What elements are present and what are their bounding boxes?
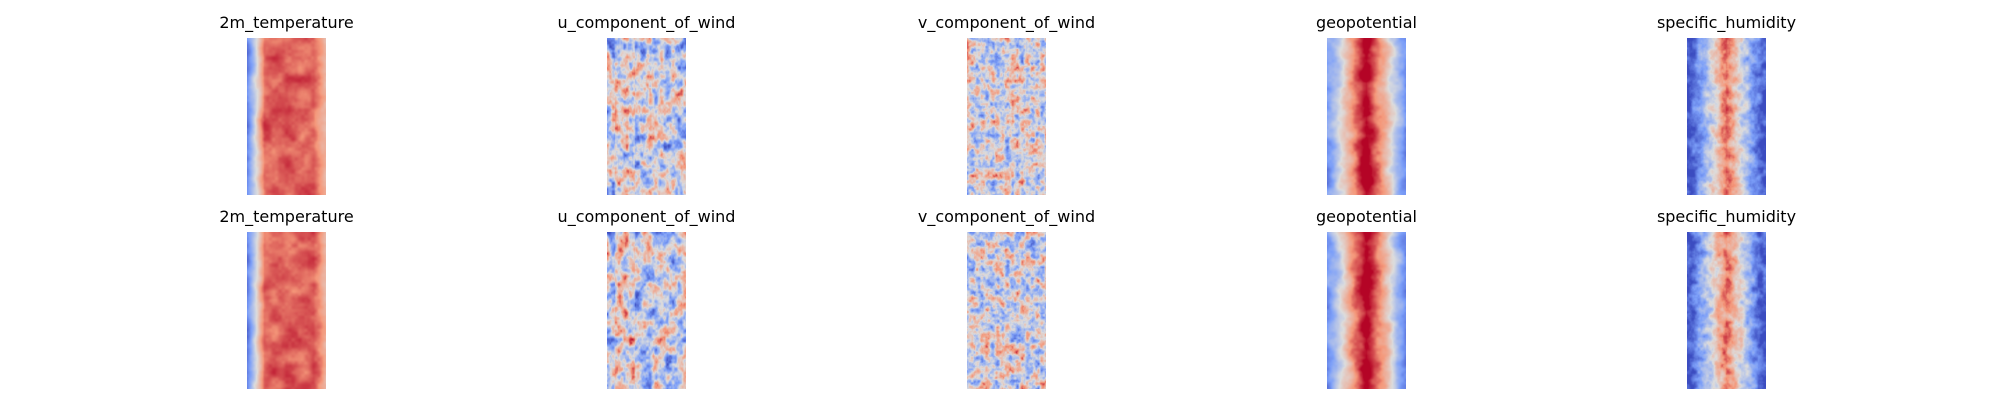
panel-title: v_component_of_wind bbox=[917, 207, 1096, 226]
panel-title: geopotential bbox=[1316, 13, 1417, 32]
field-heatmap bbox=[607, 38, 686, 195]
field-heatmap bbox=[967, 38, 1046, 195]
panel-title: 2m_temperature bbox=[219, 13, 354, 32]
field-heatmap bbox=[1327, 38, 1406, 195]
panel-title: u_component_of_wind bbox=[557, 13, 736, 32]
field-heatmap bbox=[1327, 232, 1406, 389]
panel-title: v_component_of_wind bbox=[917, 13, 1096, 32]
field-heatmap bbox=[607, 232, 686, 389]
panel-title: specific_humidity bbox=[1656, 207, 1797, 226]
field-heatmap bbox=[247, 232, 326, 389]
field-heatmap bbox=[1687, 232, 1766, 389]
field-heatmap bbox=[1687, 38, 1766, 195]
field-heatmap bbox=[247, 38, 326, 195]
field-heatmap bbox=[967, 232, 1046, 389]
panel-title: 2m_temperature bbox=[219, 207, 354, 226]
panel-title: u_component_of_wind bbox=[557, 207, 736, 226]
panel-title: specific_humidity bbox=[1656, 13, 1797, 32]
panel-title: geopotential bbox=[1316, 207, 1417, 226]
